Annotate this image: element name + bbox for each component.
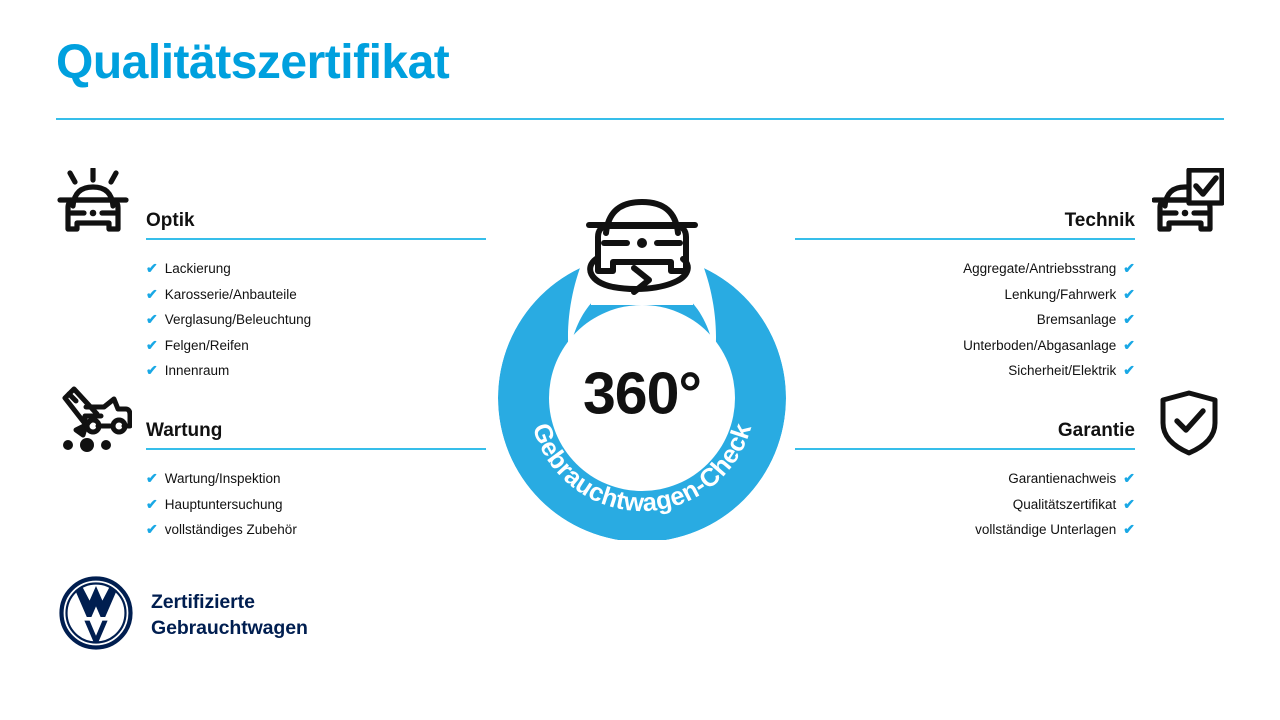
list-item-label: Aggregate/Antriebsstrang	[963, 261, 1117, 276]
list-item: Lenkung/Fahrwerk ✔	[795, 282, 1135, 308]
list-item-label: Karosserie/Anbauteile	[164, 286, 297, 302]
list-item: ✔ Wartung/Inspektion	[146, 466, 486, 492]
check-icon: ✔	[146, 470, 158, 486]
list-item: ✔ Felgen/Reifen	[146, 333, 486, 359]
check-icon: ✔	[146, 285, 158, 302]
check-icon: ✔	[146, 521, 158, 538]
section-garantie: Garantie Garantienachweis ✔ Qualitätszert…	[795, 406, 1135, 543]
list-item-label: Lackierung	[164, 261, 231, 276]
list-item: ✔ Lackierung	[146, 256, 486, 282]
check-icon: ✔	[146, 495, 158, 512]
list-item-label: Unterboden/Abgasanlage	[963, 337, 1117, 353]
list-item-label: Verglasung/Beleuchtung	[164, 312, 312, 328]
check-icon: ✔	[1123, 495, 1135, 512]
list-item: Unterboden/Abgasanlage ✔	[795, 333, 1135, 359]
pencil-car-service-icon	[56, 385, 133, 458]
section-garantie-header: Garantie	[795, 406, 1135, 450]
vw-logo-text-line1: Zertifizierte	[151, 590, 255, 613]
badge-center-label: 360°	[583, 361, 701, 427]
check-icon: ✔	[1123, 521, 1135, 538]
list-item-label: Garantienachweis	[1008, 471, 1117, 486]
list-item: Aggregate/Antriebsstrang ✔	[795, 256, 1135, 282]
list-item: Qualitätszertifikat ✔	[795, 492, 1135, 518]
section-technik-divider	[795, 238, 1135, 240]
list-item: ✔ Verglasung/Beleuchtung	[146, 307, 486, 333]
list-item-label: vollständiges Zubehör	[164, 522, 297, 538]
check-icon: ✔	[1123, 285, 1135, 302]
section-optik-divider	[146, 238, 486, 240]
list-item-label: Wartung/Inspektion	[164, 471, 281, 486]
car-front-rotate-icon	[586, 199, 698, 295]
check-icon: ✔	[146, 336, 158, 353]
list-item: vollständige Unterlagen ✔	[795, 517, 1135, 543]
vw-certified-used-cars-logo-block: Zertifizierte Gebrauchtwagen	[58, 575, 308, 656]
section-technik: Technik Aggregate/Antriebsstrang ✔ Lenkun…	[795, 196, 1135, 384]
list-item: Sicherheit/Elektrik ✔	[795, 358, 1135, 384]
check-icon: ✔	[146, 260, 158, 276]
page-title: Qualitätszertifikat	[56, 36, 450, 89]
section-garantie-title: Garantie	[1057, 420, 1135, 441]
section-technik-header: Technik	[795, 196, 1135, 240]
check-icon: ✔	[146, 362, 158, 379]
list-item-label: Felgen/Reifen	[164, 337, 249, 353]
shield-check-icon	[1158, 390, 1220, 461]
check-icon: ✔	[1123, 336, 1135, 353]
section-optik-header: Optik	[146, 196, 486, 240]
badge-ring	[498, 254, 786, 542]
list-item: ✔ vollständiges Zubehör	[146, 517, 486, 543]
list-item-label: Lenkung/Fahrwerk	[1004, 286, 1117, 302]
section-garantie-list: Garantienachweis ✔ Qualitätszertifikat ✔ v…	[795, 466, 1135, 543]
car-front-checkbox-icon	[1151, 167, 1225, 245]
check-icon: ✔	[1123, 470, 1135, 486]
check-icon: ✔	[1123, 362, 1135, 379]
section-optik-title: Optik	[146, 210, 195, 231]
section-optik: Optik ✔ Lackierung ✔ Karosserie/Anbauteile…	[146, 196, 486, 384]
list-item: ✔ Innenraum	[146, 358, 486, 384]
section-wartung-header: Wartung	[146, 406, 486, 450]
vw-logo-text: Zertifizierte Gebrauchtwagen	[151, 590, 308, 642]
section-technik-list: Aggregate/Antriebsstrang ✔ Lenkung/Fahrwe…	[795, 256, 1135, 384]
section-wartung-list: ✔ Wartung/Inspektion ✔ Hauptuntersuchung ✔…	[146, 466, 486, 543]
list-item: Bremsanlage ✔	[795, 307, 1135, 333]
list-item-label: Bremsanlage	[1036, 312, 1117, 328]
list-item-label: Qualitätszertifikat	[1012, 496, 1117, 512]
vw-logo-text-line2: Gebrauchtwagen	[151, 616, 308, 639]
badge-360-gebrauchtwagen-check: Gebrauchtwagen-Check 360°	[487, 185, 797, 542]
section-wartung-divider	[146, 448, 486, 450]
section-garantie-divider	[795, 448, 1135, 450]
list-item-label: Innenraum	[164, 363, 230, 379]
section-technik-title: Technik	[1064, 210, 1135, 231]
vw-logo	[58, 575, 134, 656]
list-item-label: Sicherheit/Elektrik	[1008, 363, 1117, 379]
check-icon: ✔	[1123, 311, 1135, 328]
list-item-label: Hauptuntersuchung	[164, 496, 283, 512]
check-icon: ✔	[146, 311, 158, 328]
car-front-shine-icon	[56, 166, 130, 245]
list-item: ✔ Hauptuntersuchung	[146, 492, 486, 518]
section-wartung: Wartung ✔ Wartung/Inspektion ✔ Hauptunters…	[146, 406, 486, 543]
title-divider	[56, 118, 1224, 120]
section-optik-list: ✔ Lackierung ✔ Karosserie/Anbauteile ✔ Verg…	[146, 256, 486, 384]
list-item: Garantienachweis ✔	[795, 466, 1135, 492]
section-wartung-title: Wartung	[146, 420, 223, 441]
list-item-label: vollständige Unterlagen	[975, 522, 1117, 538]
list-item: ✔ Karosserie/Anbauteile	[146, 282, 486, 308]
check-icon: ✔	[1123, 260, 1135, 276]
